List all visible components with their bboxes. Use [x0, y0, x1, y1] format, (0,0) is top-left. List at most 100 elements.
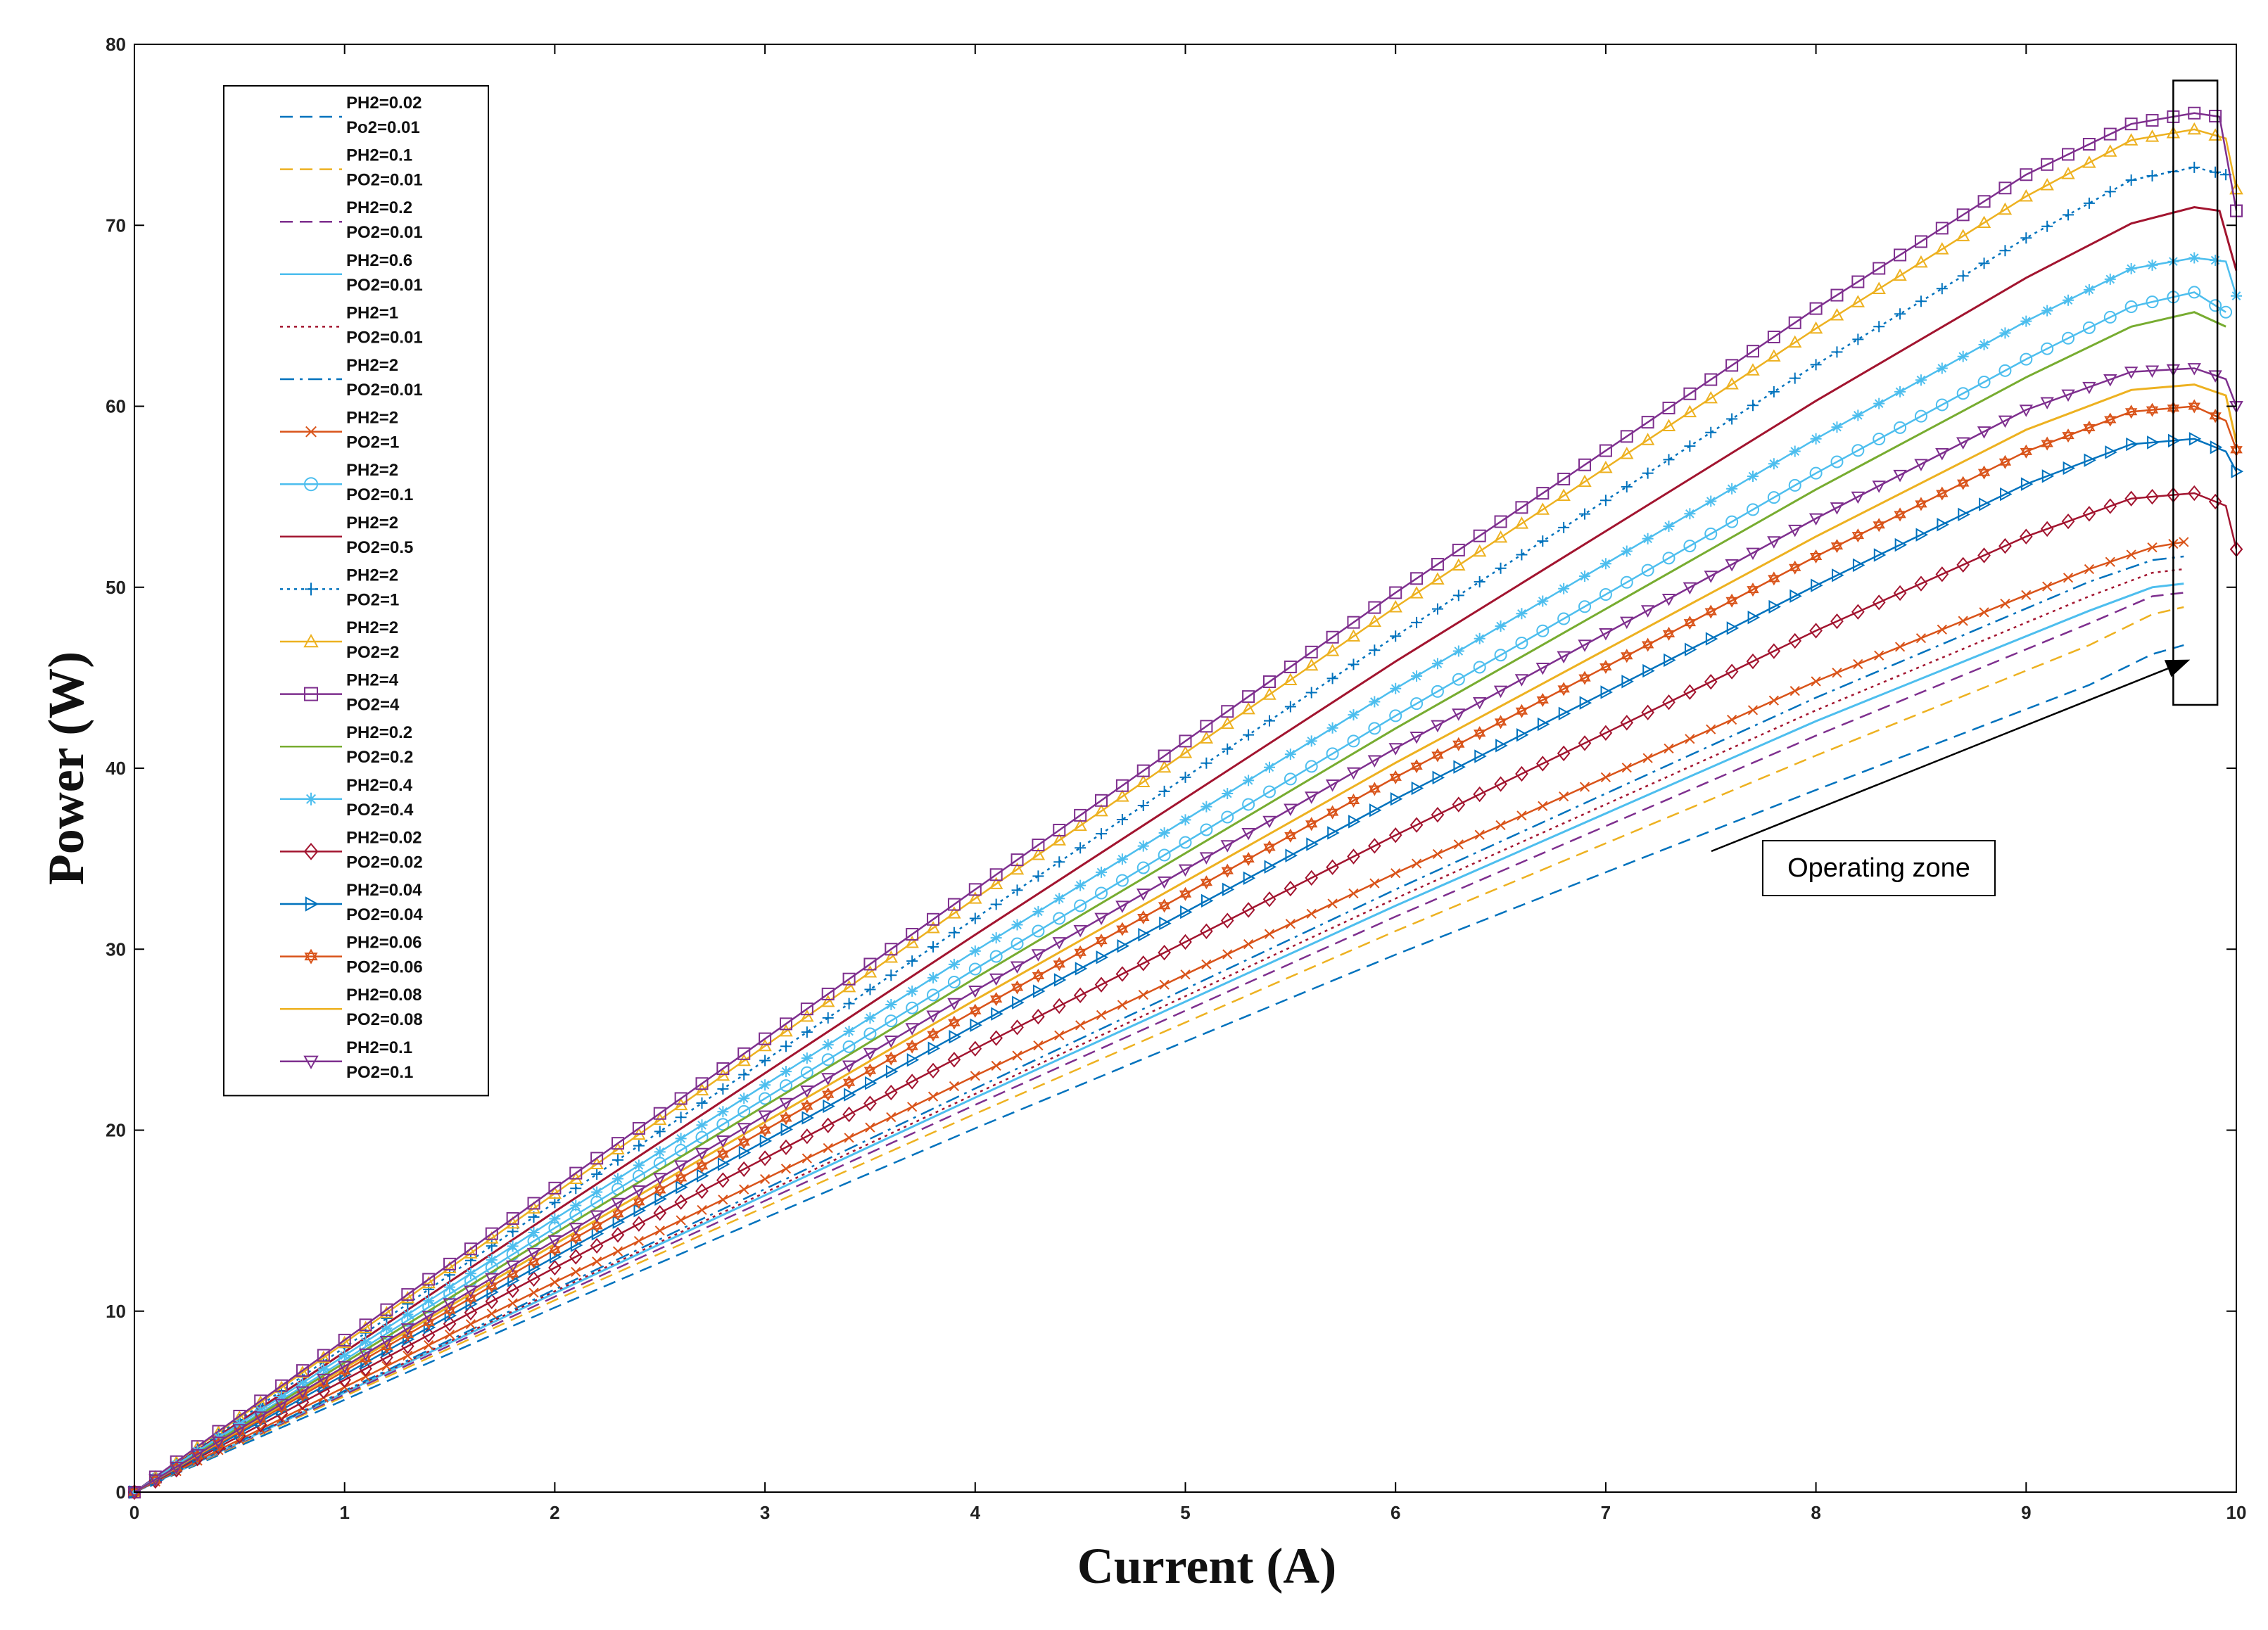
series-marker — [1010, 961, 1025, 974]
series-marker — [1599, 558, 1611, 570]
series-marker — [1810, 433, 1822, 445]
series-marker — [1474, 749, 1487, 763]
series-marker — [1514, 516, 1529, 529]
series-marker — [423, 1295, 435, 1307]
series-marker — [1683, 540, 1697, 553]
series-marker — [1409, 817, 1424, 833]
series-marker — [1032, 924, 1045, 938]
series-marker-b — [1221, 867, 1234, 878]
series-marker-b — [801, 1102, 813, 1114]
legend-label: PH2=0.02 — [346, 828, 422, 847]
series-marker — [1767, 643, 1781, 659]
series-marker — [1495, 620, 1507, 632]
series-marker — [1411, 616, 1423, 628]
series-marker — [759, 1032, 772, 1045]
legend-label: PH2=2 — [346, 618, 398, 637]
series-marker — [1767, 330, 1780, 343]
legend-label: PO2=4 — [346, 696, 400, 715]
series-marker — [1621, 763, 1632, 773]
series-marker — [1368, 782, 1381, 793]
series-marker — [1389, 709, 1402, 722]
series-marker — [1305, 687, 1317, 699]
series-marker — [1515, 765, 1528, 782]
series-marker-b — [1915, 500, 1927, 511]
series-marker — [550, 1277, 560, 1287]
series-marker — [422, 1273, 436, 1286]
series-marker — [822, 1039, 834, 1051]
series-marker — [317, 1363, 329, 1375]
series-marker — [2105, 556, 2115, 567]
legend-label: Po2=0.01 — [346, 118, 420, 137]
series-marker — [360, 1336, 372, 1348]
series-marker — [864, 983, 876, 995]
series-marker — [1200, 923, 1213, 939]
series-marker — [633, 1140, 645, 1152]
series-marker — [1641, 704, 1654, 720]
series-marker — [801, 1099, 813, 1110]
series-marker-b — [443, 1306, 456, 1318]
series-marker — [1873, 397, 1885, 409]
series-marker — [253, 1411, 267, 1424]
series-marker — [1852, 409, 1864, 421]
y-tick-label: 40 — [106, 758, 126, 779]
series-marker — [654, 1183, 666, 1194]
series-marker — [1726, 621, 1740, 635]
series-marker — [1262, 687, 1276, 700]
series-marker — [989, 992, 1003, 1003]
series-marker — [1789, 560, 1801, 571]
series-marker — [1431, 603, 1443, 615]
series-marker — [381, 1344, 394, 1358]
series-marker — [2210, 440, 2223, 454]
series-marker — [1747, 582, 1759, 594]
series-marker — [1977, 215, 1991, 229]
series-marker — [1705, 426, 1717, 438]
series-marker — [1431, 572, 1445, 585]
series-marker — [1073, 987, 1087, 1004]
series-marker — [2063, 209, 2074, 221]
series-marker-b — [695, 1162, 709, 1173]
series-marker — [401, 1288, 414, 1301]
legend-label: PO2=0.1 — [346, 485, 413, 504]
series-marker — [1937, 518, 1949, 532]
series-marker — [1704, 373, 1718, 386]
series-marker — [1768, 386, 1780, 397]
series-marker — [1788, 316, 1801, 329]
legend-item: PH2=0.1 PO2=0.01 — [280, 146, 423, 190]
series-marker — [591, 1186, 603, 1198]
series-marker — [1369, 803, 1382, 817]
legend-label: PH2=0.1 — [346, 146, 412, 165]
legend-item: PH2=0.04 PO2=0.04 — [280, 881, 423, 924]
series-marker-b — [1284, 832, 1297, 843]
series-marker — [317, 1373, 331, 1387]
series-marker — [654, 1225, 665, 1236]
series-marker-b — [1095, 937, 1108, 948]
series-marker — [2145, 129, 2160, 142]
series-marker — [1936, 283, 1948, 295]
series-marker — [717, 1106, 729, 1118]
series-marker — [1956, 387, 1970, 400]
series-marker — [571, 1266, 581, 1278]
series-marker — [906, 985, 918, 997]
series-marker — [927, 1041, 941, 1055]
series-marker — [1473, 661, 1486, 674]
series-marker — [592, 1256, 602, 1267]
legend-item: PH2=2 PO2=1 — [280, 566, 399, 609]
series-marker — [1263, 715, 1275, 727]
series-marker-b — [1599, 663, 1612, 674]
series-marker — [2021, 590, 2032, 600]
series-marker — [1452, 645, 1464, 657]
series-marker — [1012, 995, 1025, 1010]
series-marker — [402, 1309, 414, 1320]
series-line — [134, 555, 2184, 1494]
series-marker — [654, 1126, 666, 1138]
series-marker — [170, 1461, 184, 1475]
series-marker — [1620, 616, 1634, 630]
series-marker — [1557, 472, 1571, 485]
series-marker — [885, 1014, 898, 1028]
series-marker — [2126, 437, 2139, 452]
series-marker — [1347, 848, 1360, 865]
series-marker-b — [1347, 797, 1360, 808]
series-marker — [1558, 582, 1570, 594]
series-marker — [1557, 612, 1571, 625]
series-marker — [1662, 626, 1675, 637]
